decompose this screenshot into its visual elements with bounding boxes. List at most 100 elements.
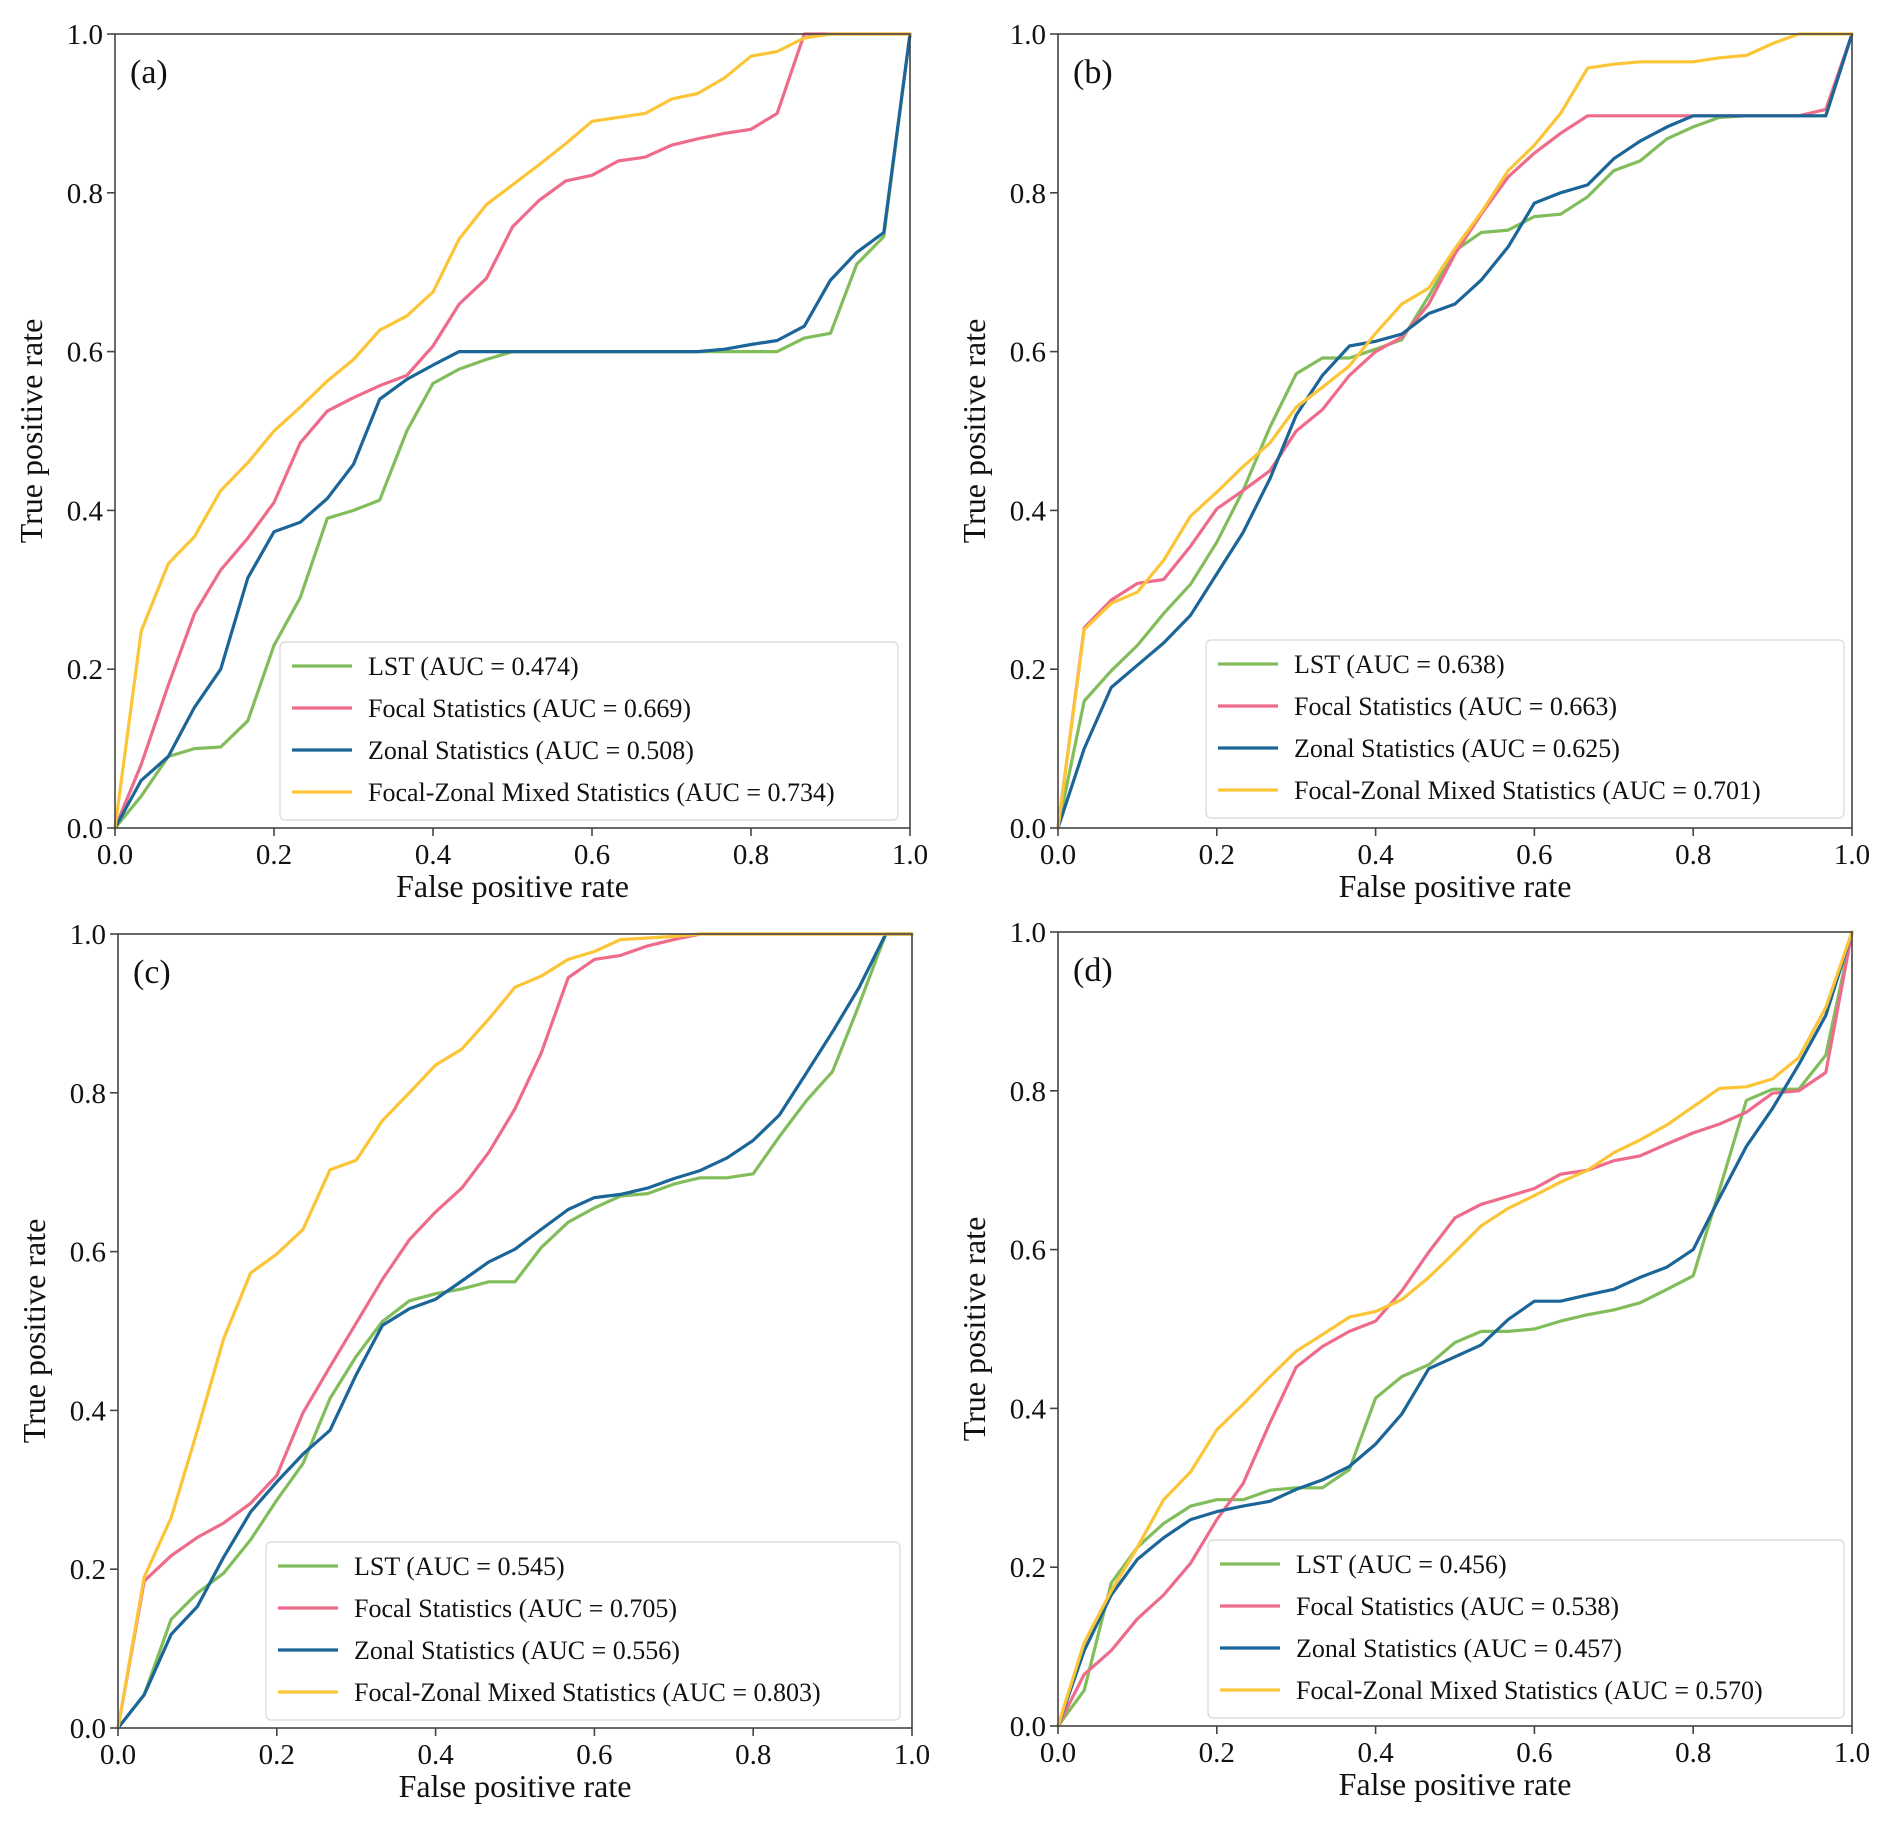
x-tick-label: 0.4: [1357, 1737, 1394, 1769]
panel-label: (d): [1073, 952, 1113, 989]
roc-curve-zonal: [116, 932, 914, 1730]
curves: [1056, 32, 1854, 830]
x-tick-label: 0.2: [259, 1739, 295, 1771]
legend-label: Focal Statistics (AUC = 0.538): [1296, 1592, 1619, 1621]
y-axis-label: True positive rate: [13, 319, 49, 544]
roc-curve-lst: [116, 932, 914, 1730]
legend-label: LST (AUC = 0.474): [368, 652, 579, 681]
curves: [113, 32, 912, 830]
panel-label: (c): [133, 954, 171, 991]
x-tick-label: 0.4: [417, 1739, 454, 1771]
x-tick-label: 0.6: [1516, 839, 1552, 871]
x-axis-label: False positive rate: [1339, 1766, 1572, 1802]
x-tick-label: 0.8: [733, 839, 769, 871]
x-axis-label: False positive rate: [399, 1768, 632, 1804]
x-tick-label: 0.2: [1199, 839, 1235, 871]
roc-curve-zonal: [113, 32, 912, 830]
roc-curve-mixed: [1056, 32, 1854, 830]
y-tick-label: 0.6: [1010, 337, 1046, 369]
y-tick-label: 0.4: [1010, 495, 1047, 527]
roc-curve-mixed: [113, 32, 912, 830]
plot-frame: [114, 33, 911, 829]
legend-item: LST (AUC = 0.638): [1218, 650, 1505, 679]
x-axis-label: False positive rate: [396, 868, 629, 904]
y-tick-label: 0.4: [70, 1395, 107, 1427]
y-axis-label: True positive rate: [16, 1219, 52, 1444]
x-tick-label: 0.4: [415, 839, 452, 871]
y-tick-label: 0.8: [1010, 178, 1046, 210]
y-tick-label: 0.0: [70, 1713, 106, 1745]
x-tick-label: 0.6: [574, 839, 610, 871]
legend-label: Focal-Zonal Mixed Statistics (AUC = 0.57…: [1296, 1676, 1763, 1705]
legend-label: Zonal Statistics (AUC = 0.556): [354, 1636, 680, 1665]
panel-label: (b): [1073, 54, 1113, 91]
y-tick-label: 0.2: [70, 1554, 106, 1586]
x-tick-label: 0.6: [1516, 1737, 1552, 1769]
legend: LST (AUC = 0.545) Focal Statistics (AUC =…: [265, 1541, 901, 1721]
x-axis-label: False positive rate: [1339, 868, 1572, 904]
legend-label: Focal-Zonal Mixed Statistics (AUC = 0.70…: [1294, 776, 1761, 805]
legend: LST (AUC = 0.638) Focal Statistics (AUC =…: [1205, 639, 1845, 819]
x-tick-label: 1.0: [1834, 1737, 1870, 1769]
plot-frame: [1057, 931, 1853, 1727]
y-tick-label: 0.8: [67, 178, 103, 210]
x-tick-label: 0.2: [256, 839, 292, 871]
x-tick-label: 0.8: [1675, 1737, 1711, 1769]
legend-item: Zonal Statistics (AUC = 0.556): [278, 1636, 680, 1665]
legend-box: [1207, 1539, 1845, 1719]
roc-curve-zonal: [1056, 930, 1854, 1728]
legend-label: Focal Statistics (AUC = 0.669): [368, 694, 691, 723]
legend-box: [1205, 639, 1845, 819]
y-tick-label: 0.8: [70, 1078, 106, 1110]
x-tick-label: 0.0: [1040, 1737, 1076, 1769]
y-tick-label: 1.0: [1010, 917, 1046, 949]
legend-box: [279, 641, 899, 821]
legend-item: LST (AUC = 0.456): [1220, 1550, 1507, 1579]
legend-item: Focal-Zonal Mixed Statistics (AUC = 0.80…: [278, 1678, 821, 1707]
x-tick-label: 0.8: [735, 1739, 771, 1771]
legend-label: Focal-Zonal Mixed Statistics (AUC = 0.80…: [354, 1678, 821, 1707]
roc-curve-lst: [1056, 32, 1854, 830]
y-tick-label: 1.0: [67, 19, 103, 51]
curves: [1056, 930, 1854, 1728]
y-tick-label: 0.6: [1010, 1235, 1046, 1267]
y-tick-label: 0.2: [67, 654, 103, 686]
x-tick-label: 0.0: [1040, 839, 1076, 871]
y-tick-label: 0.0: [67, 813, 103, 845]
legend-label: Focal Statistics (AUC = 0.705): [354, 1594, 677, 1623]
roc-curve-focal: [113, 32, 912, 830]
y-tick-label: 0.4: [1010, 1393, 1047, 1425]
legend-label: Focal Statistics (AUC = 0.663): [1294, 692, 1617, 721]
legend-item: Zonal Statistics (AUC = 0.625): [1218, 734, 1620, 763]
roc-curve-lst: [1056, 930, 1854, 1728]
legend: LST (AUC = 0.456) Focal Statistics (AUC =…: [1207, 1539, 1845, 1719]
y-tick-label: 1.0: [70, 919, 106, 951]
panel-d: 0.0 0.2 0.4 0.6 0.8 1.0 0.0 0.2 0.4 0.6 0.8 1.0 Fals…: [956, 917, 1870, 1802]
x-tick-label: 0.0: [97, 839, 133, 871]
legend-item: Zonal Statistics (AUC = 0.508): [292, 736, 694, 765]
y-tick-label: 0.2: [1010, 1552, 1046, 1584]
legend: LST (AUC = 0.474) Focal Statistics (AUC =…: [279, 641, 899, 821]
plot-frame: [1057, 33, 1853, 829]
panel-a: 0.0 0.2 0.4 0.6 0.8 1.0 0.0 0.2 0.4 0.6 0.8 1.0 Fals…: [13, 19, 928, 904]
y-tick-label: 0.6: [70, 1237, 106, 1269]
legend-item: Focal-Zonal Mixed Statistics (AUC = 0.57…: [1220, 1676, 1763, 1705]
legend-item: Focal Statistics (AUC = 0.663): [1218, 692, 1617, 721]
roc-curve-zonal: [1056, 32, 1854, 830]
legend-item: Focal Statistics (AUC = 0.669): [292, 694, 691, 723]
legend-label: Zonal Statistics (AUC = 0.625): [1294, 734, 1620, 763]
y-tick-label: 0.2: [1010, 654, 1046, 686]
x-tick-label: 1.0: [892, 839, 928, 871]
y-tick-label: 1.0: [1010, 19, 1046, 51]
y-tick-label: 0.0: [1010, 813, 1046, 845]
y-axis-label: True positive rate: [956, 1217, 992, 1442]
roc-curve-lst: [113, 32, 912, 830]
x-tick-label: 0.8: [1675, 839, 1711, 871]
y-tick-label: 0.6: [67, 337, 103, 369]
plot-frame: [117, 933, 913, 1729]
y-axis-label: True positive rate: [956, 319, 992, 544]
legend-item: Focal Statistics (AUC = 0.705): [278, 1594, 677, 1623]
legend-item: LST (AUC = 0.474): [292, 652, 579, 681]
roc-curve-focal: [1056, 32, 1854, 830]
legend-label: LST (AUC = 0.456): [1296, 1550, 1507, 1579]
